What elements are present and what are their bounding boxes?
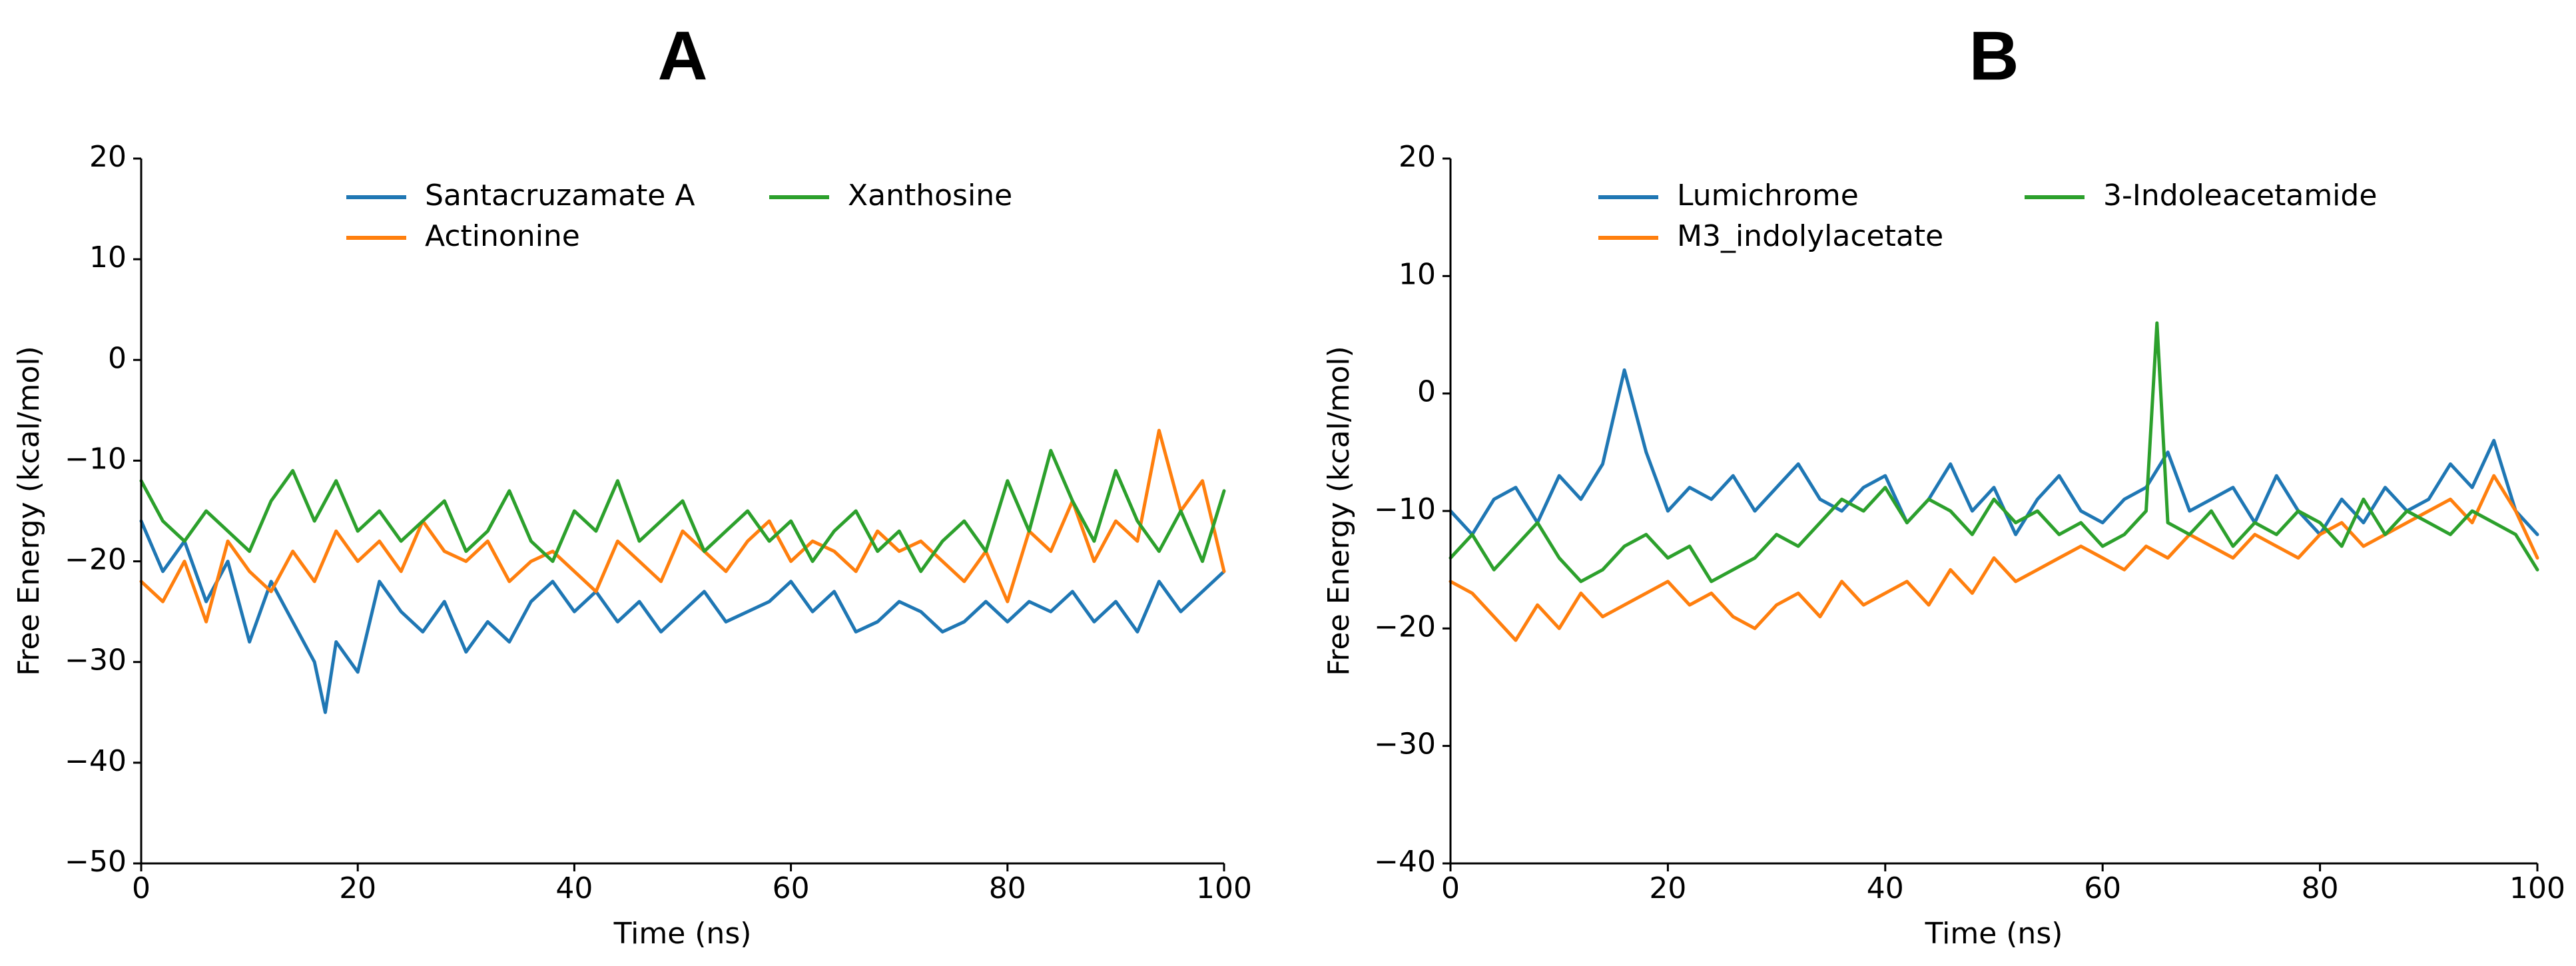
panel-label-a: A [657, 17, 707, 95]
y-tick-label-a: −10 [65, 442, 127, 476]
series-line-b-3 [1449, 321, 2539, 584]
legend-label-b-1: Lumichrome [1677, 179, 1859, 213]
x-axis-title-a: Time (ns) [613, 917, 752, 951]
legend-label-a-1: Santacruzamate A [425, 179, 695, 213]
legend-label-b-3: 3-Indoleacetamide [2103, 179, 2377, 213]
y-tick-label-a: 20 [89, 140, 127, 174]
x-axis-title-b: Time (ns) [1925, 917, 2063, 951]
legend-label-b-2: M3_indolylacetate [1677, 219, 1943, 253]
x-tick-label-a: 60 [773, 871, 810, 905]
y-tick-label-b: −10 [1374, 492, 1436, 526]
x-tick-label-a: 40 [555, 871, 593, 905]
x-tick-label-b: 40 [1867, 871, 1904, 905]
series-line-a-2 [139, 428, 1226, 624]
y-tick-label-a: 10 [89, 241, 127, 274]
chart-panel-b: B −40 −30 −20 −10 0 10 20 0 20 40 60 80 100 Time (ns) F… [1322, 17, 2565, 951]
series-line-a-3 [139, 448, 1226, 574]
y-tick-label-a: −30 [65, 644, 127, 678]
y-tick-label-b: −20 [1374, 610, 1436, 644]
y-tick-label-a: −50 [65, 845, 127, 879]
x-tick-label-a: 100 [1196, 871, 1252, 905]
x-tick-label-a: 80 [989, 871, 1026, 905]
y-axis-title-a: Free Energy (kcal/mol) [12, 346, 46, 676]
x-tick-label-b: 0 [1441, 871, 1460, 905]
y-tick-label-b: 10 [1399, 257, 1436, 291]
y-tick-label-b: −40 [1374, 845, 1436, 879]
series-line-a-1 [139, 519, 1226, 714]
legend-label-a-2: Actinonine [425, 219, 580, 253]
y-axis-title-b: Free Energy (kcal/mol) [1322, 346, 1356, 676]
legend-label-a-3: Xanthosine [848, 179, 1012, 213]
x-tick-label-b: 60 [2084, 871, 2121, 905]
y-tick-label-a: 0 [108, 341, 127, 375]
x-tick-label-b: 80 [2302, 871, 2339, 905]
panel-label-b: B [1969, 17, 2019, 95]
y-tick-label-b: 0 [1417, 375, 1436, 409]
x-tick-label-b: 100 [2509, 871, 2565, 905]
chart-panel-a: A −50 −40 −30 −20 −10 0 10 20 0 20 40 60 80 100 Time (n… [12, 17, 1252, 951]
x-tick-label-a: 20 [339, 871, 376, 905]
y-tick-label-b: −30 [1374, 727, 1436, 761]
x-tick-label-a: 0 [132, 871, 151, 905]
series-line-b-2 [1449, 474, 2539, 642]
y-tick-label-b: 20 [1399, 140, 1436, 174]
x-tick-label-b: 20 [1649, 871, 1686, 905]
y-tick-label-a: −40 [65, 744, 127, 778]
y-tick-label-a: −20 [65, 543, 127, 577]
